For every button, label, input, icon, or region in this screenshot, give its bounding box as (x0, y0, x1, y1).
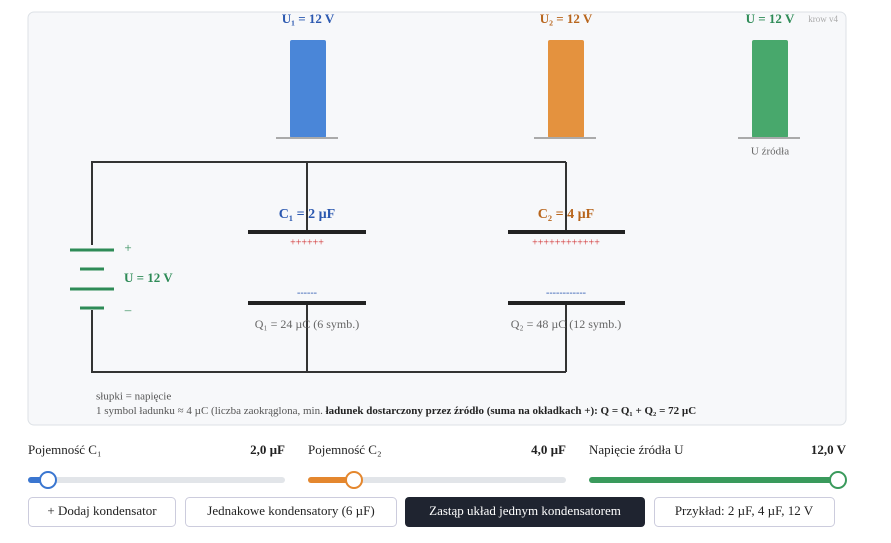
button[interactable] (185, 497, 397, 527)
button-active[interactable] (405, 497, 645, 527)
buttons: + Dodaj kondensator Jednakowe kondensato… (28, 497, 835, 527)
battery-label: U = 12 V (124, 270, 173, 285)
circuit: + U = 12 V – C₁ = 2 µF ++++++ ------ Q₁ … (70, 161, 625, 373)
legend-text: 1 symbol ładunku ≈ 4 µC (liczba zaokrągl… (96, 405, 323, 417)
bar-u (752, 40, 788, 138)
slider-fill (308, 477, 354, 483)
button-label[interactable]: Zastąp układ jednym kondensatorem (429, 503, 621, 518)
button-label[interactable]: + Dodaj kondensator (47, 503, 157, 518)
charge-minus: ------ (297, 287, 317, 298)
button[interactable] (28, 497, 176, 527)
slider-fill (589, 477, 846, 483)
charge-minus: ------------ (546, 287, 586, 298)
button-label[interactable]: Przykład: 2 µF, 4 µF, 12 V (675, 503, 814, 518)
legend-line: 1 symbol ładunku ≈ 4 µC (liczba zaokrągl… (96, 405, 696, 417)
charge-plus: ++++++ (290, 237, 324, 248)
slider-value: 2,0 µF (250, 442, 285, 457)
slider-thumb[interactable] (345, 471, 363, 489)
charge-text: Q₁ = 24 µC (6 symb.) (255, 317, 360, 331)
slider-thumb[interactable] (829, 471, 847, 489)
charge-text: Q₂ = 48 µC (12 symb.) (511, 317, 622, 331)
controls: Pojemność C₁ 2,0 µF Pojemność C₂ 4,0 µF … (28, 442, 847, 489)
slider-thumb[interactable] (39, 471, 57, 489)
slider-value: 4,0 µF (531, 442, 566, 457)
capacitor-label: C₁ = 2 µF (279, 207, 335, 222)
slider-label: Pojemność C₂ (308, 442, 382, 457)
battery-plus: + (124, 240, 131, 255)
capacitor-label: C₂ = 4 µF (538, 207, 594, 222)
bar-label: U₁ = 12 V (282, 11, 335, 26)
legend-line: słupki = napięcie (96, 391, 171, 403)
slider-label: Napięcie źródła U (589, 442, 684, 457)
bar-caption: U źródła (751, 146, 789, 158)
legend-total: ładunek dostarczony przez źródło (suma n… (326, 405, 697, 417)
voltage-bars: U₁ = 12 V U₂ = 12 V U = 12 V U źródła kr… (276, 11, 838, 158)
panel (27, 11, 847, 426)
button[interactable] (654, 497, 835, 527)
bar-label: U₂ = 12 V (540, 11, 593, 26)
bar-u2 (548, 40, 584, 138)
button-label[interactable]: Jednakowe kondensatory (6 µF) (207, 503, 374, 518)
bar-label: U = 12 V (746, 11, 795, 26)
charge-plus: ++++++++++++ (532, 237, 600, 248)
version: krow v4 (808, 14, 838, 24)
battery-minus: – (124, 302, 132, 317)
wire (91, 161, 567, 373)
slider-track (308, 477, 566, 483)
bar-u1 (290, 40, 326, 138)
slider-label: Pojemność C₁ (28, 442, 102, 457)
slider-track (28, 477, 285, 483)
slider-value: 12,0 V (811, 442, 847, 457)
